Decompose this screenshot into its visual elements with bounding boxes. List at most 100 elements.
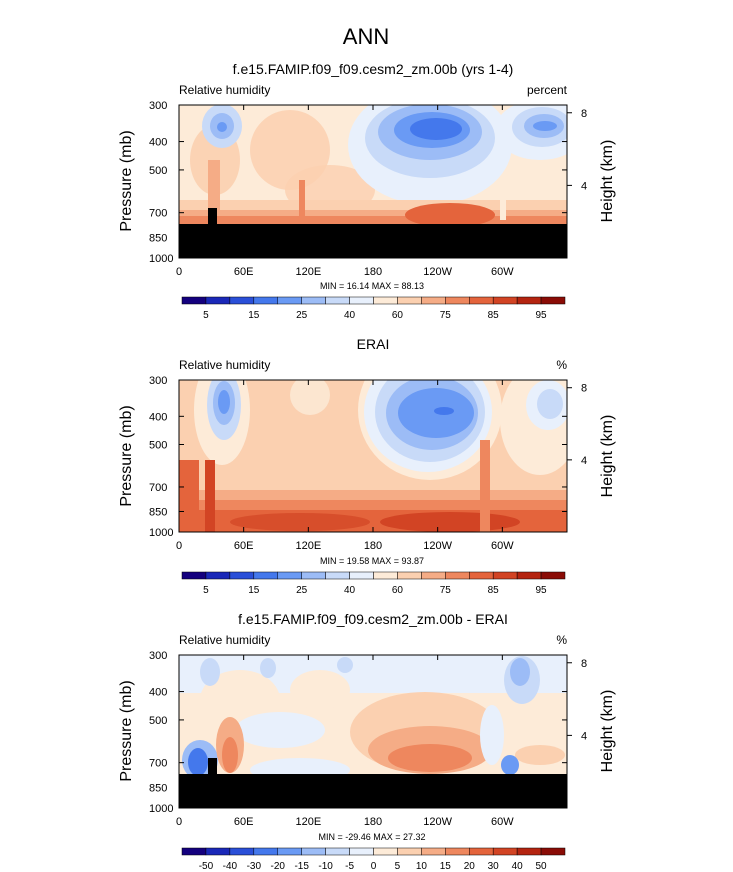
x-tick-label: 60E [234, 540, 254, 552]
colorbar-swatch [301, 296, 326, 305]
y-axis-label: Pressure (mb) [118, 130, 135, 231]
y-tick-label: 300 [149, 650, 167, 662]
x-tick-label: 120W [423, 816, 452, 828]
colorbar-label: 85 [488, 310, 500, 321]
colorbar-swatch [181, 571, 207, 580]
contour-region [515, 745, 565, 765]
colorbar-swatch [516, 296, 542, 305]
colorbar-swatch [325, 847, 350, 856]
contour-region [388, 744, 472, 772]
topography-mask [208, 758, 217, 776]
colorbar: -50 -40 -30 -20 -15 -10 -5 0 5 10 15 20 30 40 50 [181, 847, 566, 872]
y-tick-label: 1000 [149, 253, 173, 265]
panel-title: f.e15.FAMIP.f09_f09.cesm2_zm.00b (yrs 1-… [233, 61, 514, 77]
min-max-stats: MIN = -29.46 MAX = 27.32 [318, 832, 425, 842]
colorbar-label: 60 [392, 310, 404, 321]
colorbar-label: 15 [248, 585, 260, 596]
y-tick-label: 400 [149, 411, 167, 423]
y-tick-label: 1000 [149, 803, 173, 815]
contour-region [179, 216, 567, 225]
contour-region [480, 705, 504, 765]
y-tick-label: 850 [149, 232, 167, 244]
y-axis-label: Pressure (mb) [118, 680, 135, 781]
y-tick-label: 300 [149, 375, 167, 387]
units-label: percent [527, 83, 568, 97]
y2-tick-label: 4 [581, 730, 587, 742]
colorbar-label: 75 [440, 585, 452, 596]
variable-label: Relative humidity [179, 83, 270, 97]
contour-region [405, 203, 495, 227]
x-tick-label: 120E [295, 816, 321, 828]
contour-region [537, 389, 563, 419]
x-tick-label: 60E [234, 266, 254, 278]
contour-region [501, 755, 519, 775]
colorbar-label: 25 [296, 310, 308, 321]
y2-tick-label: 8 [581, 108, 587, 120]
panel-erai: ERAI Relative humidity % [118, 336, 616, 596]
colorbar-label: 15 [440, 861, 452, 872]
colorbar-swatch [421, 847, 446, 856]
contour-region [218, 390, 230, 414]
colorbar-swatch [205, 296, 231, 305]
colorbar-label: 85 [488, 585, 500, 596]
colorbar-label: 5 [203, 585, 209, 596]
contour-region [290, 670, 350, 710]
y2-tick-label: 4 [581, 180, 587, 192]
colorbar-label: 95 [536, 310, 548, 321]
colorbar-swatch [373, 571, 398, 580]
contour-region [500, 180, 506, 220]
contour-region [200, 658, 220, 686]
y-tick-label: 300 [149, 100, 167, 112]
y-tick-label: 1000 [149, 527, 173, 539]
colorbar-swatch [301, 571, 326, 580]
colorbar-label: 15 [248, 310, 260, 321]
colorbar-swatch [540, 847, 566, 856]
colorbar-swatch [469, 296, 494, 305]
colorbar-swatch [469, 571, 494, 580]
contour-region [434, 407, 454, 415]
panel-title: ERAI [357, 336, 390, 352]
contour-field [179, 380, 567, 532]
colorbar-swatch [445, 571, 470, 580]
colorbar-swatch [397, 571, 422, 580]
contour-region [217, 122, 227, 132]
colorbar-swatch [325, 571, 350, 580]
y-tick-label: 400 [149, 687, 167, 699]
topography-mask [179, 774, 567, 808]
colorbar-swatch [421, 296, 446, 305]
panel-title: f.e15.FAMIP.f09_f09.cesm2_zm.00b - ERAI [238, 611, 508, 627]
axes: 300 400 500 700 850 1000 8 4 0 60E 120E 180 120W 60W [149, 650, 587, 828]
y2-tick-label: 8 [581, 383, 587, 395]
colorbar-label: 95 [536, 585, 548, 596]
colorbar-label: -30 [247, 861, 262, 872]
contour-field [179, 105, 567, 258]
x-tick-label: 60E [234, 816, 254, 828]
units-label: % [556, 358, 567, 372]
colorbar-label: 40 [344, 310, 356, 321]
colorbar-swatch [205, 847, 231, 856]
colorbar-swatch [492, 296, 518, 305]
contour-region [290, 380, 330, 415]
x-tick-label: 120E [295, 266, 321, 278]
y2-axis-label: Height (km) [599, 415, 616, 498]
y-tick-label: 700 [149, 482, 167, 494]
topography-mask [179, 224, 567, 258]
y-tick-label: 500 [149, 715, 167, 727]
colorbar-label: -50 [199, 861, 214, 872]
colorbar-label: -10 [318, 861, 333, 872]
contour-region [208, 160, 220, 210]
colorbar-swatch [373, 296, 398, 305]
y-tick-label: 400 [149, 137, 167, 149]
colorbar-swatch [229, 847, 255, 856]
contour-region [480, 440, 490, 532]
colorbar-label: 30 [488, 861, 500, 872]
x-tick-label: 0 [176, 540, 182, 552]
contour-region [205, 460, 215, 532]
colorbar-swatch [445, 296, 470, 305]
variable-label: Relative humidity [179, 633, 270, 647]
x-tick-label: 180 [364, 816, 382, 828]
contour-region [299, 180, 305, 220]
colorbar-swatch [469, 847, 494, 856]
y-tick-label: 850 [149, 506, 167, 518]
